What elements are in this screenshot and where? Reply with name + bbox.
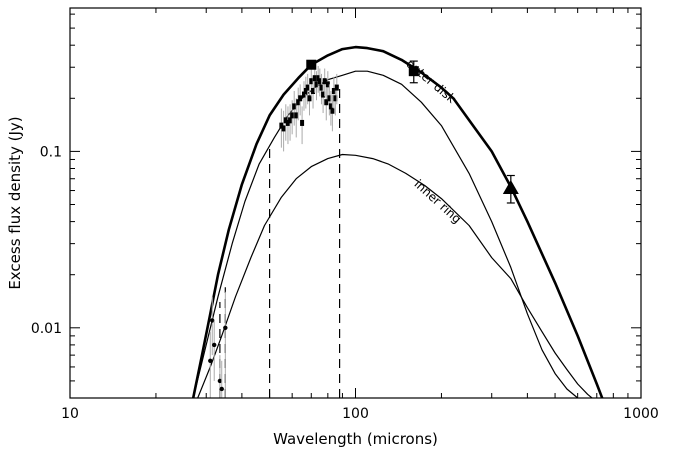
spectrum-point	[316, 75, 321, 82]
spectrum-point	[288, 117, 293, 124]
spectrum-point	[292, 103, 297, 110]
spectrum-point	[303, 87, 308, 94]
spectrum-point	[322, 78, 327, 85]
spectrum-point	[296, 99, 301, 106]
y-tick-label: 0.1	[40, 144, 62, 160]
short-wave-point	[217, 378, 223, 384]
spectrum-point	[294, 112, 299, 119]
spectrum-point	[279, 122, 284, 129]
x-tick-label: 10	[61, 406, 79, 422]
spectrum-point	[309, 78, 314, 85]
short-wave-point	[223, 325, 228, 331]
outer-disk-label: outer disk	[403, 57, 458, 106]
spectrum-point	[330, 107, 335, 114]
spectrum-point	[290, 112, 295, 119]
photometry-point-triangle	[502, 180, 519, 195]
plot-frame	[69, 7, 642, 399]
spectrum-point	[311, 87, 316, 94]
spectrum-point	[281, 125, 286, 132]
spectrum-point	[325, 81, 330, 88]
x-axis-title: Wavelength (microns)	[273, 430, 438, 448]
spectrum-point	[305, 84, 310, 91]
inner-ring-line	[197, 153, 594, 398]
inner-ring-label: inner ring	[411, 177, 464, 226]
x-tick-label: 1000	[623, 406, 659, 422]
spectrum-point	[333, 95, 338, 102]
spectrum-point	[300, 119, 305, 126]
spectrum-point	[331, 87, 336, 94]
spectrum-point	[298, 95, 303, 102]
thick-solid-line-0	[191, 45, 604, 398]
photometry-point-square	[408, 66, 419, 77]
spectrum-point	[312, 75, 317, 82]
outer-disk-line	[192, 70, 579, 398]
y-tick-label: 0.01	[31, 321, 62, 337]
spectrum-point	[285, 119, 290, 126]
spectrum-point	[317, 78, 322, 85]
short-wave-point	[210, 318, 215, 323]
spectrum-point	[327, 95, 332, 102]
y-axis-title: Excess flux density (Jy)	[6, 116, 24, 289]
plot-area	[191, 45, 604, 398]
spectrum-point	[301, 91, 306, 98]
axes: 10 100 1000 0.01 0.1	[31, 8, 659, 422]
spectrum-point	[334, 84, 339, 91]
spectrum-point	[319, 84, 324, 91]
photometry-point-square	[306, 59, 317, 70]
annotations: outer disk inner ring	[403, 57, 464, 227]
spectrum-point	[307, 95, 312, 102]
x-tick-label: 100	[342, 406, 369, 422]
spectrum-point	[314, 81, 319, 88]
short-wave-point	[219, 386, 224, 392]
spectrum-point	[321, 91, 326, 98]
spectrum-point	[283, 117, 288, 124]
spectrum-point	[324, 99, 329, 106]
short-wave-point	[208, 358, 213, 364]
short-wave-point	[212, 342, 217, 348]
spectrum-point	[328, 103, 333, 110]
